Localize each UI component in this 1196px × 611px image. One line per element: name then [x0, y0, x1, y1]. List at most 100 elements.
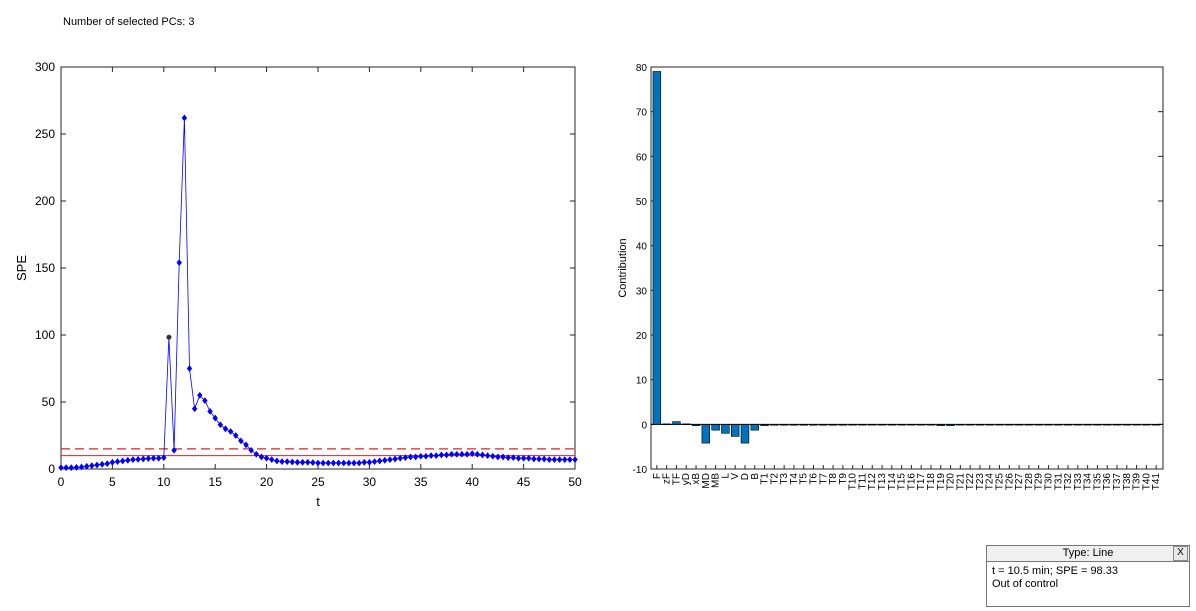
spe-data-point [423, 452, 429, 460]
spe-data-point [371, 458, 378, 466]
spe-data-point [448, 450, 455, 458]
spe-data-point [346, 459, 352, 467]
spe-data-point [387, 456, 393, 464]
spe-data-point [433, 452, 439, 459]
contribution-xtick-label: T22 [965, 473, 976, 491]
contribution-xtick-label: T34 [1083, 473, 1094, 491]
spe-data-point [155, 454, 162, 462]
contribution-xtick-label: T16 [906, 473, 917, 491]
contribution-xtick-label: B [750, 473, 761, 480]
spe-ytick-label: 250 [35, 127, 55, 141]
contribution-xtick-label: T5 [799, 473, 810, 485]
datatip-panel[interactable]: Type: Line X t = 10.5 min; SPE = 98.33 O… [986, 545, 1190, 607]
spe-xtick-label: 25 [311, 475, 325, 489]
contribution-xtick-label: T1 [760, 473, 771, 485]
spe-data-point [479, 451, 486, 459]
spe-data-point [438, 451, 445, 459]
spe-data-point [130, 456, 136, 464]
spe-data-point [63, 464, 69, 472]
spe-data-point [412, 453, 419, 461]
contribution-xtick-label: TF [671, 473, 682, 485]
contribution-xtick-label: T26 [1004, 473, 1015, 491]
spe-ytick-label: 300 [35, 60, 55, 74]
spe-data-point [284, 458, 290, 466]
spe-xlabel: t [316, 494, 320, 509]
contribution-xtick-label: T27 [1014, 473, 1025, 491]
spe-xtick-label: 50 [568, 475, 582, 489]
spe-data-point [68, 464, 74, 472]
spe-data-point [243, 441, 249, 449]
contribution-ytick-label: -10 [633, 465, 648, 476]
spe-data-point [407, 453, 414, 461]
spe-ytick-label: 150 [35, 261, 55, 275]
contribution-xtick-label: T13 [877, 473, 888, 491]
contribution-xtick-label: V [730, 473, 741, 480]
spe-data-point [83, 462, 90, 470]
spe-data-point [145, 455, 152, 462]
spe-xtick-label: 35 [414, 475, 428, 489]
contribution-xtick-label: T4 [789, 473, 800, 485]
spe-data-point [320, 459, 326, 467]
spe-data-point [459, 450, 465, 458]
contribution-xtick-label: T40 [1141, 473, 1152, 491]
contribution-xtick-label: zF [662, 473, 673, 484]
spe-data-point [104, 460, 110, 468]
contribution-xtick-label: MD [701, 473, 712, 489]
contribution-ytick-label: 80 [636, 63, 648, 74]
contribution-xtick-label: T7 [818, 473, 829, 485]
contribution-xtick-label: MB [711, 473, 722, 488]
spe-data-point [469, 450, 475, 457]
spe-data-point [73, 463, 80, 471]
spe-series [58, 114, 578, 472]
datatip-title: Type: Line [1062, 547, 1114, 559]
spe-data-point [495, 453, 501, 461]
contribution-bar [750, 424, 759, 431]
spe-data-point [202, 397, 208, 405]
spe-data-point [500, 453, 506, 461]
close-icon[interactable]: X [1173, 546, 1188, 561]
contribution-xtick-label: T38 [1122, 473, 1133, 491]
spe-data-point [428, 452, 434, 459]
contribution-xtick-label: T29 [1034, 473, 1045, 491]
contribution-xtick-label: T11 [857, 473, 868, 490]
contribution-xtick-label: T25 [995, 473, 1006, 491]
spe-data-point [119, 457, 126, 465]
spe-data-point [376, 457, 383, 465]
spe-data-point [443, 451, 450, 459]
spe-xtick-label: 45 [517, 475, 531, 489]
spe-data-point [520, 454, 527, 462]
spe-data-point [248, 446, 254, 454]
spe-data-point [546, 456, 553, 464]
contribution-ylabel: Contribution [617, 238, 629, 297]
spe-data-point [227, 428, 234, 435]
contribution-xtick-label: T35 [1092, 473, 1103, 491]
contribution-ytick-label: 10 [636, 376, 648, 387]
spe-data-point [556, 456, 563, 464]
spe-data-point [531, 455, 537, 463]
spe-data-point [515, 454, 522, 462]
contribution-xtick-label: T10 [848, 473, 859, 491]
contribution-ytick-label: 0 [641, 420, 647, 431]
datatip-line-2: Out of control [992, 578, 1059, 590]
spe-data-point [279, 458, 285, 466]
spe-data-point [150, 454, 157, 462]
contribution-xtick-label: T2 [769, 473, 780, 485]
spe-data-point [186, 365, 193, 372]
contribution-xtick-label: T24 [985, 473, 996, 491]
spe-data-point [197, 391, 203, 399]
contribution-xtick-label: T33 [1073, 473, 1084, 491]
contribution-xtick-label: T15 [897, 473, 908, 491]
contribution-xtick-label: T32 [1063, 473, 1074, 491]
spe-data-point [340, 459, 347, 467]
spe-data-point [490, 452, 496, 460]
contribution-xtick-label: T23 [975, 473, 986, 491]
spe-data-point [330, 459, 337, 467]
spe-data-point [181, 114, 188, 122]
spe-ytick-label: 200 [35, 194, 55, 208]
spe-data-point [258, 453, 265, 461]
spe-data-point [397, 454, 403, 462]
spe-data-point [191, 405, 198, 413]
contribution-xtick-label: T37 [1112, 473, 1123, 491]
contribution-bar [652, 71, 662, 425]
contribution-bar [701, 424, 711, 444]
